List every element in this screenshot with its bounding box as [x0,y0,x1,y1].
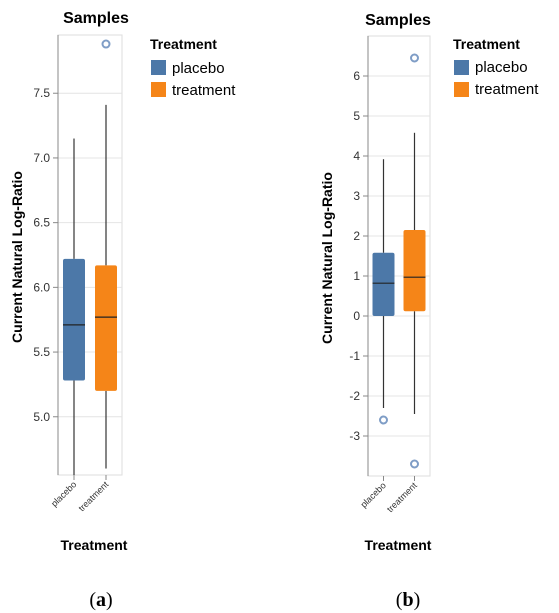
panel-b-placebo-outlier-point [379,415,388,425]
panel-b-legend-label-placebo: placebo [475,59,528,76]
panel-b-x-axis-label: Treatment [365,537,432,553]
panel-b-y-tick-label: 6 [353,69,360,83]
panel-a-legend-label-placebo: placebo [172,60,225,77]
panel-b-y-tick-label: 3 [353,189,360,203]
panel-b-y-tick-label: 2 [353,229,360,243]
panel-b-legend-swatch-placebo [454,60,469,75]
panel-b-y-tick-label: 5 [353,109,360,123]
panel-b-legend-swatch-treatment [454,82,469,97]
panel-a-title: Samples [63,10,129,27]
panel-b-caption: (b) [396,589,420,611]
panel-a-y-tick-label: 7.5 [33,86,50,100]
panel-b-y-tick-label: -3 [349,429,360,443]
panel-b-y-tick-label: 1 [353,269,360,283]
panel-a-treatment-outlier-point [101,39,111,49]
panel-a-x-tick-label-placebo: placebo [49,479,78,508]
panel-a-legend-label-treatment: treatment [172,82,236,99]
panel-a-treatment-box [95,265,117,391]
panel-b-treatment-outlier-point [410,53,419,63]
panel-a-plot-frame [57,34,123,476]
panel-b-y-tick-label: -2 [349,389,360,403]
panel-a-y-axis-label: Current Natural Log-Ratio [9,171,25,343]
panel-a-legend-swatch-placebo [151,60,166,75]
panel-a-y-tick-label: 5.5 [33,345,50,359]
panel-a-placebo-box [63,258,85,381]
panel-b-y-tick-label: -1 [349,349,360,363]
panel-a-legend-title: Treatment [150,36,217,52]
panel-a-caption-letter: a [96,589,106,611]
panel-b-treatment-outlier-point [410,459,419,469]
panel-a-x-axis-label: Treatment [61,537,128,553]
panel-b-y-axis-label: Current Natural Log-Ratio [319,172,335,344]
panel-b-legend-title: Treatment [453,36,520,52]
panel-a: Samples 5.05.56.06.57.07.5placebotreatme… [9,10,236,553]
panel-b-title: Samples [365,12,431,29]
panel-a-y-tick-label: 7.0 [33,151,50,165]
panel-b-legend: Treatment placebo treatment [453,36,539,98]
panel-a-legend-swatch-treatment [151,82,166,97]
panel-a-y-tick-label: 5.0 [33,410,50,424]
panel-a-legend: Treatment placebo treatment [150,36,236,99]
panel-a-y-tick-label: 6.5 [33,216,50,230]
panel-a-y-tick-label: 6.0 [33,280,50,294]
panel-a-caption: (a) [89,589,112,611]
panel-b-treatment-box [403,230,426,312]
panel-b-legend-label-treatment: treatment [475,81,539,98]
panel-b-placebo-box [372,252,395,316]
panel-b-y-tick-label: 0 [353,309,360,323]
panel-a-x-tick-label-treatment: treatment [76,479,110,513]
panel-b-caption-letter: b [402,589,413,611]
panel-b-x-tick-label-treatment: treatment [385,480,419,514]
panel-b-y-tick-label: 4 [353,149,360,163]
panel-b-x-tick-label-placebo: placebo [359,480,388,509]
